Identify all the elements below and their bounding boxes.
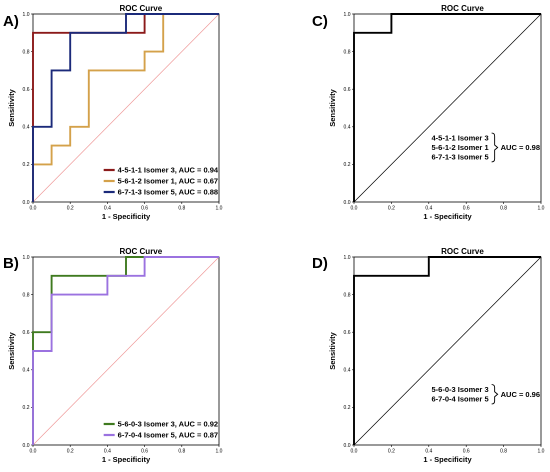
x-tick-label: 0.0 [30, 206, 37, 212]
bracket-brace [491, 384, 499, 405]
x-tick-label: 0.6 [141, 449, 148, 455]
y-tick-label: 0.4 [344, 368, 351, 374]
x-axis-label: 1 - Specificity [102, 212, 151, 221]
chart-title: ROC Curve [120, 247, 163, 256]
y-tick-label: 0.0 [344, 443, 351, 449]
x-tick-label: 1.0 [538, 449, 545, 455]
panel-letter: B) [3, 255, 19, 272]
bracket-item: 6-7-1-3 Isomer 5 [432, 152, 489, 161]
x-tick-label: 0.8 [500, 449, 507, 455]
legend-entry: 6-7-1-3 Isomer 5, AUC = 0.88 [118, 188, 218, 197]
y-tick-label: 1.0 [23, 255, 30, 261]
x-tick-label: 0.6 [141, 206, 148, 212]
x-tick-label: 0.6 [463, 449, 470, 455]
y-tick-label: 0.6 [23, 330, 30, 336]
y-tick-label: 0.4 [23, 368, 30, 374]
x-tick-label: 0.0 [351, 449, 358, 455]
y-tick-label: 0.2 [23, 162, 30, 168]
chart-title: ROC Curve [441, 247, 484, 256]
x-tick-label: 0.2 [67, 206, 74, 212]
reference-diagonal [353, 13, 542, 203]
reference-diagonal [32, 13, 220, 203]
x-tick-label: 0.4 [425, 449, 432, 455]
x-tick-label: 0.0 [351, 206, 358, 212]
chart-title: ROC Curve [441, 4, 484, 13]
x-tick-label: 1.0 [538, 206, 545, 212]
legend-entry: 4-5-1-1 Isomer 3, AUC = 0.94 [118, 166, 219, 175]
roc-series-line-1 [353, 13, 541, 202]
y-axis-label: Sensitivity [328, 331, 337, 369]
x-axis-label: 1 - Specificity [423, 455, 472, 464]
roc-series-line-1 [353, 256, 541, 445]
x-tick-label: 0.8 [500, 206, 507, 212]
x-tick-label: 0.4 [104, 449, 111, 455]
y-tick-label: 0.8 [23, 292, 30, 298]
y-axis-label: Sensitivity [328, 88, 337, 126]
bracket-auc-label: AUC = 0.96 [501, 390, 540, 399]
x-tick-label: 1.0 [216, 449, 223, 455]
y-axis-label: Sensitivity [7, 88, 16, 126]
bracket-auc-label: AUC = 0.98 [501, 143, 540, 152]
y-tick-label: 1.0 [344, 255, 351, 261]
y-tick-label: 0.8 [344, 292, 351, 298]
panel-letter: C) [312, 13, 328, 30]
bracket-item: 4-5-1-1 Isomer 3 [432, 134, 489, 143]
x-tick-label: 0.6 [463, 206, 470, 212]
y-tick-label: 0.2 [344, 405, 351, 411]
x-axis-label: 1 - Specificity [423, 212, 472, 221]
reference-diagonal [353, 256, 542, 446]
roc-panel-1: A) ROC Curve 0.0 0.2 0.4 0.6 0.8 1.0 0.0 0.2 0.4 0.… [3, 4, 223, 221]
x-tick-label: 0.2 [67, 449, 74, 455]
y-tick-label: 0.8 [23, 49, 30, 55]
x-tick-label: 1.0 [216, 206, 223, 212]
reference-diagonal [32, 256, 220, 446]
roc-series-line-3 [32, 13, 219, 202]
y-tick-label: 0.0 [344, 200, 351, 206]
legend-entry: 5-6-1-2 Isomer 1, AUC = 0.67 [118, 177, 218, 186]
y-tick-label: 0.0 [23, 200, 30, 206]
bracket-item: 6-7-0-4 Isomer 5 [432, 395, 489, 404]
y-tick-label: 0.6 [344, 330, 351, 336]
x-tick-label: 0.2 [388, 206, 395, 212]
roc-panel-3: B) ROC Curve 0.0 0.2 0.4 0.6 0.8 1.0 0.0 0.2 0.4 0.… [3, 247, 223, 464]
roc-panel-2: C) ROC Curve 0.0 0.2 0.4 0.6 0.8 1.0 0.0 0.2 0.4 0.… [312, 4, 545, 221]
y-tick-label: 0.6 [344, 87, 351, 93]
legend-entry: 6-7-0-4 Isomer 5, AUC = 0.87 [118, 431, 218, 440]
y-tick-label: 0.2 [23, 405, 30, 411]
bracket-brace [491, 132, 499, 163]
panel-letter: D) [312, 255, 328, 272]
y-tick-label: 0.6 [23, 87, 30, 93]
legend-entry: 5-6-0-3 Isomer 3, AUC = 0.92 [118, 420, 218, 429]
y-tick-label: 0.0 [23, 443, 30, 449]
x-tick-label: 0.4 [104, 206, 111, 212]
x-axis-label: 1 - Specificity [102, 455, 151, 464]
x-tick-label: 0.8 [178, 206, 185, 212]
x-tick-label: 0.0 [30, 449, 37, 455]
y-tick-label: 0.2 [344, 162, 351, 168]
bracket-item: 5-6-1-2 Isomer 1 [432, 143, 489, 152]
bracket-item: 5-6-0-3 Isomer 3 [432, 385, 489, 394]
y-tick-label: 0.8 [344, 49, 351, 55]
roc-series-line-1 [32, 256, 219, 445]
roc-series-line-2 [32, 13, 219, 202]
panel-letter: A) [3, 13, 19, 30]
y-axis-label: Sensitivity [7, 331, 16, 369]
x-tick-label: 0.4 [425, 206, 432, 212]
x-tick-label: 0.2 [388, 449, 395, 455]
y-tick-label: 1.0 [344, 12, 351, 18]
x-tick-label: 0.8 [178, 449, 185, 455]
roc-series-line-2 [32, 256, 219, 445]
chart-title: ROC Curve [120, 4, 163, 13]
y-tick-label: 1.0 [23, 12, 30, 18]
y-tick-label: 0.4 [23, 125, 30, 131]
roc-panel-4: D) ROC Curve 0.0 0.2 0.4 0.6 0.8 1.0 0.0 0.2 0.4 0.… [312, 247, 545, 464]
y-tick-label: 0.4 [344, 125, 351, 131]
